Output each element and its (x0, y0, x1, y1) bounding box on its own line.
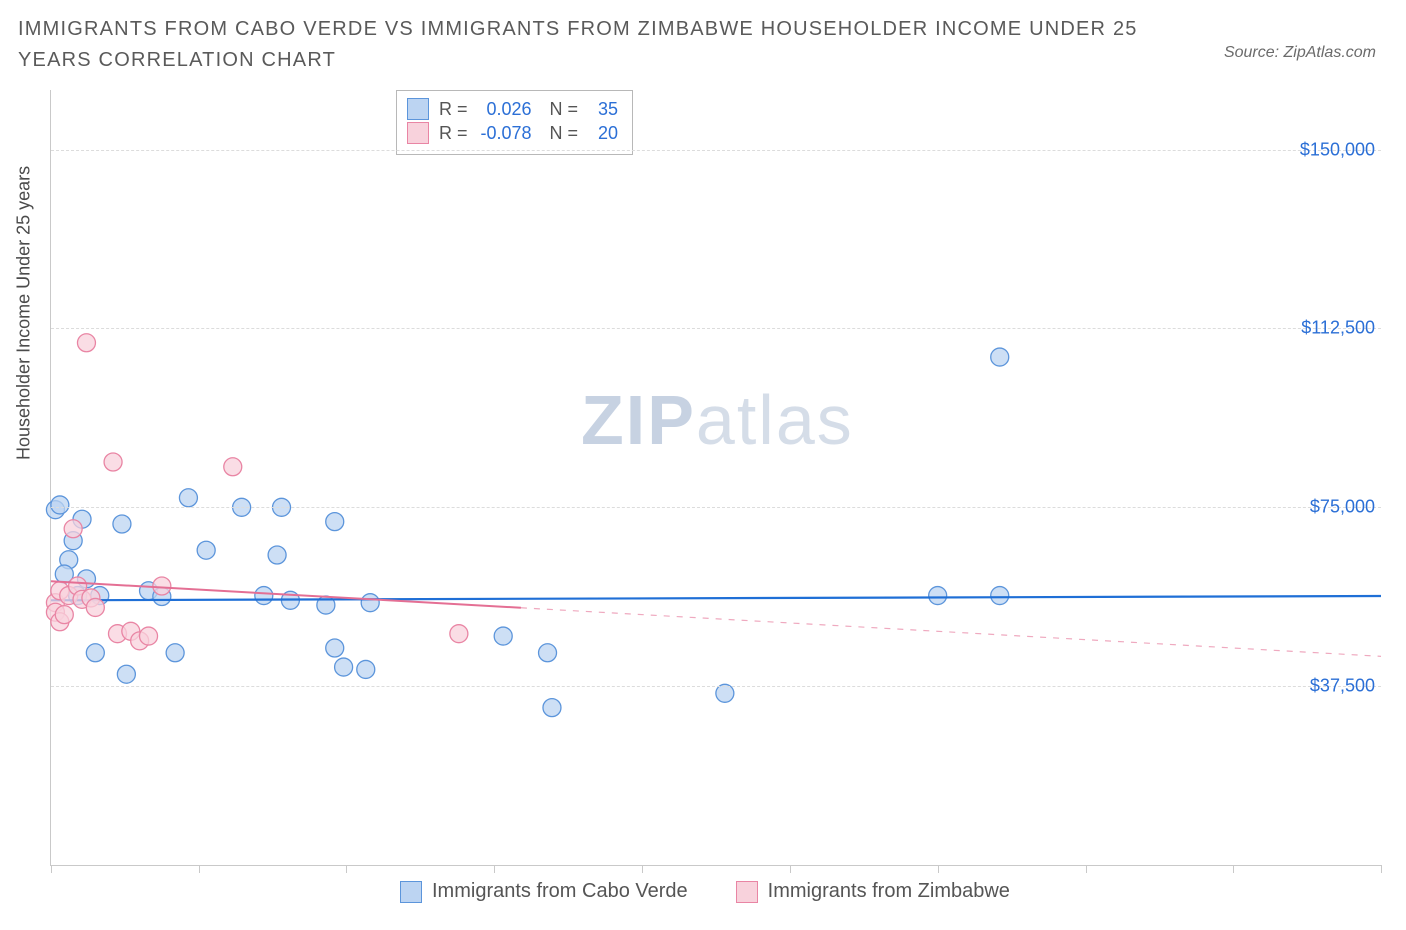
scatter-point-cabo_verde (113, 515, 131, 533)
x-tick (199, 865, 200, 873)
legend-correlation-box: R = 0.026 N = 35 R = -0.078 N = 20 (396, 90, 633, 155)
x-tick (938, 865, 939, 873)
scatter-point-cabo_verde (357, 660, 375, 678)
gridline-h (51, 507, 1381, 508)
plot-area: ZIPatlas R =0.026N =35R =-0.078N =20 $37… (50, 90, 1381, 866)
scatter-point-cabo_verde (326, 513, 344, 531)
x-tick (1381, 865, 1382, 873)
r-label: R = (439, 121, 468, 145)
y-tick-label: $150,000 (1300, 139, 1375, 160)
legend-swatch (407, 122, 429, 144)
scatter-point-zimbabwe (153, 577, 171, 595)
n-value: 35 (588, 97, 618, 121)
trendline-dashed-zimbabwe (521, 608, 1381, 657)
scatter-point-zimbabwe (104, 453, 122, 471)
scatter-point-zimbabwe (77, 334, 95, 352)
scatter-point-cabo_verde (991, 348, 1009, 366)
y-tick-label: $37,500 (1310, 676, 1375, 697)
x-tick (790, 865, 791, 873)
scatter-point-cabo_verde (197, 541, 215, 559)
n-label: N = (550, 97, 579, 121)
scatter-point-cabo_verde (166, 644, 184, 662)
n-label: N = (550, 121, 579, 145)
y-axis-label: Householder Income Under 25 years (14, 166, 35, 460)
legend-swatch (736, 881, 758, 903)
chart-svg (51, 90, 1381, 865)
x-tick (1086, 865, 1087, 873)
r-value: -0.078 (478, 121, 532, 145)
scatter-point-cabo_verde (326, 639, 344, 657)
scatter-point-cabo_verde (991, 587, 1009, 605)
legend-correlation-row: R = 0.026 N = 35 (407, 97, 618, 121)
legend-item: Immigrants from Cabo Verde (400, 880, 688, 903)
x-tick (346, 865, 347, 873)
x-tick (1233, 865, 1234, 873)
scatter-point-cabo_verde (268, 546, 286, 564)
y-tick-label: $75,000 (1310, 497, 1375, 518)
legend-correlation-row: R = -0.078 N = 20 (407, 121, 618, 145)
scatter-point-zimbabwe (64, 520, 82, 538)
gridline-h (51, 150, 1381, 151)
n-value: 20 (588, 121, 618, 145)
x-tick (642, 865, 643, 873)
gridline-h (51, 328, 1381, 329)
scatter-point-cabo_verde (255, 587, 273, 605)
scatter-point-zimbabwe (86, 598, 104, 616)
scatter-point-cabo_verde (86, 644, 104, 662)
scatter-point-cabo_verde (51, 496, 69, 514)
y-tick-label: $112,500 (1301, 318, 1375, 339)
scatter-point-cabo_verde (543, 699, 561, 717)
scatter-point-zimbabwe (55, 606, 73, 624)
trendline-cabo_verde (51, 596, 1381, 600)
scatter-point-cabo_verde (361, 594, 379, 612)
legend-label: Immigrants from Zimbabwe (768, 880, 1010, 903)
legend-series: Immigrants from Cabo Verde Immigrants fro… (400, 880, 1046, 903)
legend-swatch (400, 881, 422, 903)
x-tick (51, 865, 52, 873)
scatter-point-zimbabwe (224, 458, 242, 476)
scatter-point-cabo_verde (494, 627, 512, 645)
gridline-h (51, 686, 1381, 687)
scatter-point-zimbabwe (450, 625, 468, 643)
scatter-point-zimbabwe (140, 627, 158, 645)
scatter-point-cabo_verde (539, 644, 557, 662)
legend-label: Immigrants from Cabo Verde (432, 880, 688, 903)
chart-container: IMMIGRANTS FROM CABO VERDE VS IMMIGRANTS… (0, 0, 1406, 930)
chart-title: IMMIGRANTS FROM CABO VERDE VS IMMIGRANTS… (18, 14, 1138, 76)
x-tick (494, 865, 495, 873)
source-label: Source: ZipAtlas.com (1224, 44, 1376, 62)
legend-item: Immigrants from Zimbabwe (736, 880, 1010, 903)
r-value: 0.026 (478, 97, 532, 121)
legend-swatch (407, 98, 429, 120)
scatter-point-cabo_verde (335, 658, 353, 676)
r-label: R = (439, 97, 468, 121)
scatter-point-cabo_verde (117, 665, 135, 683)
scatter-point-cabo_verde (179, 489, 197, 507)
scatter-point-cabo_verde (929, 587, 947, 605)
